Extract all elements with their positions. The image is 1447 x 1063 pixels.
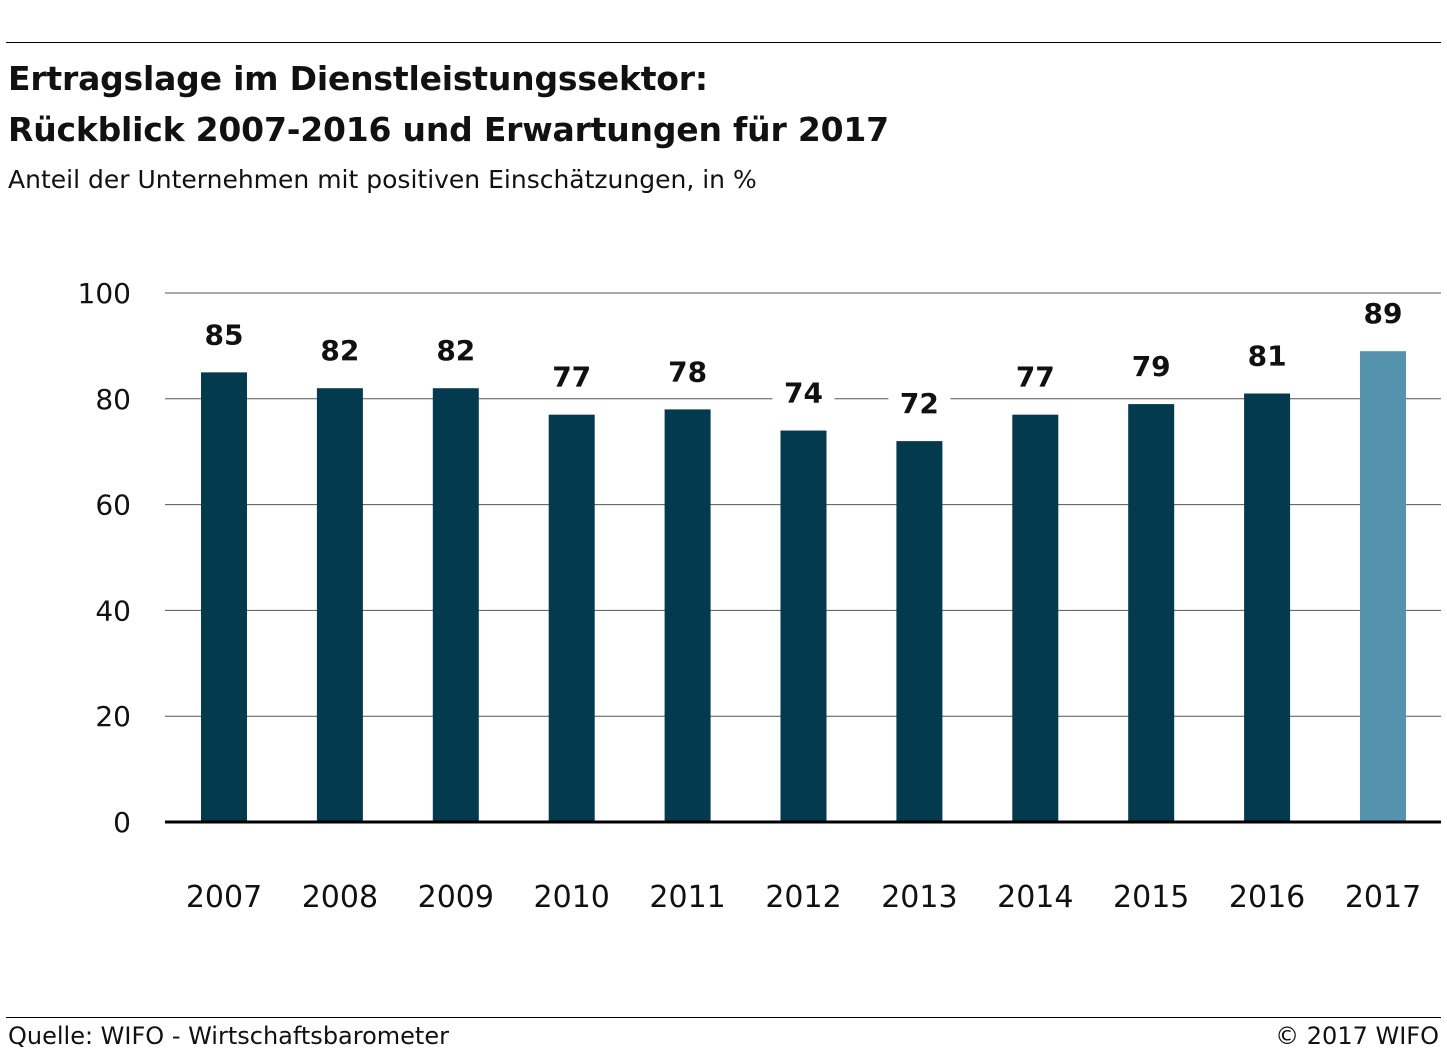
- x-tick-label-2009: 2009: [418, 880, 494, 915]
- x-tick-label-2017: 2017: [1345, 880, 1421, 915]
- data-label-2016: 81: [1248, 340, 1287, 373]
- bar-2015: [1128, 404, 1175, 822]
- y-tick-label: 80: [95, 383, 131, 416]
- y-tick-label: 100: [78, 277, 131, 310]
- bar-2011: [664, 409, 711, 822]
- data-label-background: [888, 386, 951, 421]
- data-label-background: [772, 375, 835, 410]
- data-label-background: [1004, 359, 1067, 394]
- bar-2017: [1360, 351, 1406, 822]
- x-tick-label-2012: 2012: [765, 880, 841, 915]
- data-label-2008: 82: [320, 334, 359, 367]
- x-tick-label-2007: 2007: [186, 880, 262, 915]
- bar-2007: [201, 372, 247, 822]
- x-tick-label-2014: 2014: [997, 880, 1073, 915]
- x-tick-label-2015: 2015: [1113, 880, 1189, 915]
- data-label-background: [1120, 349, 1183, 384]
- x-tick-label-2016: 2016: [1229, 880, 1305, 915]
- bar-2009: [432, 388, 479, 822]
- x-tick-label-2010: 2010: [534, 880, 610, 915]
- data-label-2017: 89: [1364, 297, 1403, 330]
- bar-chart: 0 20 40 60 80 100 85 2007 82 2008 82 2009 77 2010 78 20…: [78, 277, 1441, 915]
- chart-subtitle: Anteil der Unternehmen mit positiven Ein…: [8, 165, 757, 194]
- copyright-note: © 2017 WIFO: [1275, 1022, 1439, 1050]
- y-tick-label: 40: [95, 594, 131, 627]
- data-label-background: [308, 333, 371, 368]
- source-note: Quelle: WIFO - Wirtschaftsbarometer: [8, 1022, 449, 1050]
- data-label-2007: 85: [205, 318, 244, 351]
- bar-2013: [896, 441, 943, 822]
- bar-2014: [1012, 414, 1059, 822]
- data-label-2015: 79: [1132, 350, 1171, 383]
- x-tick-label-2008: 2008: [302, 880, 378, 915]
- data-label-background: [1352, 296, 1414, 331]
- data-label-background: [656, 354, 719, 389]
- y-tick-label: 60: [95, 489, 131, 522]
- x-tick-label-2011: 2011: [649, 880, 725, 915]
- data-label-background: [193, 317, 255, 352]
- data-label-2014: 77: [1016, 361, 1055, 394]
- data-label-background: [1236, 338, 1299, 373]
- data-label-2010: 77: [552, 361, 591, 394]
- data-label-2011: 78: [668, 355, 707, 388]
- data-label-background: [540, 359, 603, 394]
- y-tick-label: 20: [95, 700, 131, 733]
- bar-2012: [780, 430, 827, 822]
- y-tick-label: 0: [113, 806, 131, 839]
- chart-title-line-2: Rückblick 2007-2016 und Erwartungen für …: [8, 110, 889, 149]
- top-rule: [6, 42, 1441, 43]
- data-label-2012: 74: [784, 377, 823, 410]
- data-label-2013: 72: [900, 387, 939, 420]
- chart-title-line-1: Ertragslage im Dienstleistungssektor:: [8, 59, 708, 98]
- bar-2016: [1244, 393, 1291, 822]
- bar-2008: [316, 388, 363, 822]
- bottom-rule: [6, 1017, 1441, 1018]
- data-label-background: [424, 333, 487, 368]
- x-tick-label-2013: 2013: [881, 880, 957, 915]
- data-label-2009: 82: [436, 334, 475, 367]
- bar-2010: [548, 414, 595, 822]
